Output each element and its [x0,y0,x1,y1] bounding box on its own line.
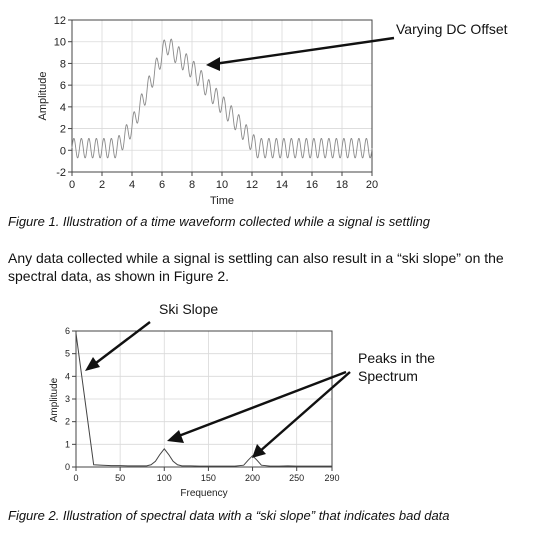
figure-2-spectrum-line [75,333,332,467]
figure-1-annotation-dc-offset: Varying DC Offset [396,21,508,37]
figure-2-x-tick-label: 250 [289,473,304,483]
figure-2-y-tick-label: 2 [65,417,70,427]
figure-2-y-tick-label: 5 [65,349,70,359]
figure-1-y-tick-label: -2 [56,167,66,179]
figure-1-y-tick-label: 8 [60,58,66,70]
figure-2-arrow-peak-200 [252,371,351,458]
figure-1-x-ticks: 0 2 4 6 8 10 12 14 16 18 20 [69,172,378,191]
figure-1-x-tick-label: 0 [69,179,75,191]
figure-2-grid [75,330,333,468]
figure-2-y-axis-label: Amplitude [49,377,60,422]
figure-1-x-axis-label: Time [210,195,234,207]
figure-1-x-tick-label: 14 [276,179,288,191]
figure-1-x-tick-label: 8 [189,179,195,191]
figure-2-arrow-ski-slope [85,321,151,371]
figure-1-x-tick-label: 18 [336,179,348,191]
figure-1-arrow [206,36,395,71]
figure-2-x-tick-label: 150 [201,473,216,483]
figure-2-x-tick-label: 290 [324,473,339,483]
figure-1-y-tick-label: 12 [54,15,66,27]
figure-2-caption: Figure 2. Illustration of spectral data … [8,508,450,523]
figure-2-annotation-peaks-line1: Peaks in the [358,350,435,366]
figure-1-x-tick-label: 2 [99,179,105,191]
figure-1-y-tick-label: 10 [54,37,66,49]
figure-1-y-axis-label: Amplitude [37,72,49,121]
figure-1-x-tick-label: 6 [159,179,165,191]
figure-1-caption: Figure 1. Illustration of a time wavefor… [8,214,430,229]
figure-1-y-ticks: -2 0 2 4 6 8 10 12 [54,15,72,179]
figure-1-x-tick-label: 4 [129,179,135,191]
figure-2-x-tick-label: 200 [245,473,260,483]
figure-2-y-tick-label: 6 [65,326,70,336]
body-paragraph: Any data collected while a signal is set… [8,250,504,284]
figure-2-annotation-ski-slope: Ski Slope [159,301,218,317]
figure-1-y-tick-label: 0 [60,145,66,157]
figure-2-y-tick-label: 4 [65,371,70,381]
figure-2-arrow-peak-100 [167,370,347,443]
figure-1-y-tick-label: 6 [60,80,66,92]
figure-2-annotation-peaks-line2: Spectrum [358,368,418,384]
figure-1-y-tick-label: 4 [60,102,66,114]
figure-1-y-tick-label: 2 [60,124,66,136]
figure-2-x-ticks: 0 50 100 150 200 250 290 [73,467,340,483]
figure-2-x-axis-label: Frequency [180,488,227,499]
figure-2-y-tick-label: 3 [65,394,70,404]
figure-1-waveform-line [71,38,373,159]
figure-1-x-tick-label: 16 [306,179,318,191]
figure-1-x-tick-label: 20 [366,179,378,191]
figure-2-x-tick-label: 100 [157,473,172,483]
figure-2-y-tick-label: 0 [65,462,70,472]
figure-1-x-tick-label: 10 [216,179,228,191]
figure-2-y-tick-label: 1 [65,439,70,449]
figure-1-x-tick-label: 12 [246,179,258,191]
figure-2-y-ticks: 0 1 2 3 4 5 6 [65,326,76,472]
figure-2-x-tick-label: 0 [73,473,78,483]
figure-2-x-tick-label: 50 [115,473,125,483]
